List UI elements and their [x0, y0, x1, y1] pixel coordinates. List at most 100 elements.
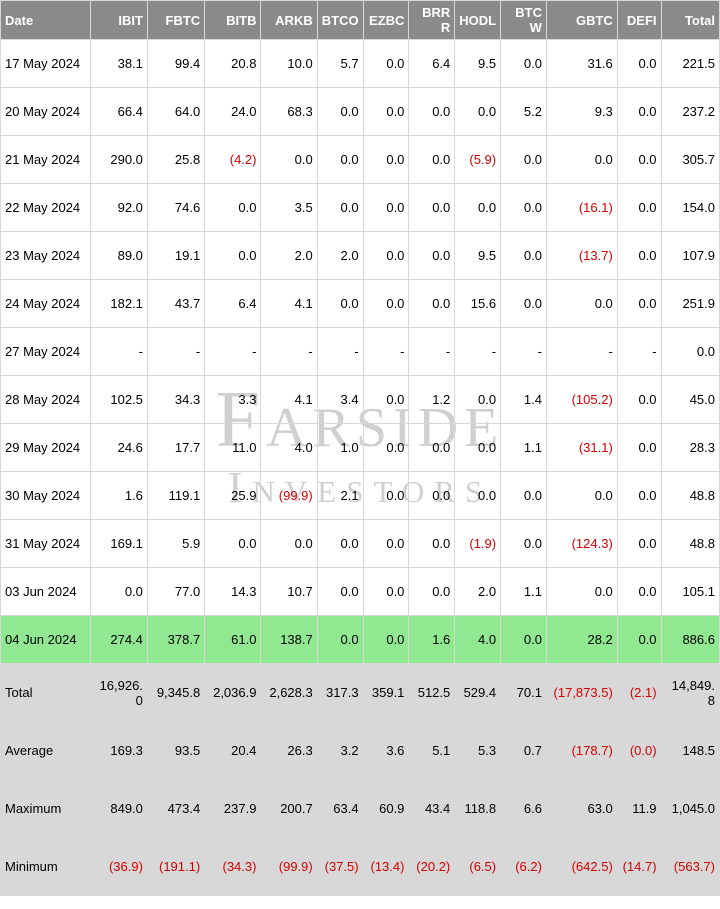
cell-fbtc: 77.0 [147, 568, 204, 616]
cell-defi: 0.0 [617, 424, 661, 472]
cell-brrr: 5.1 [409, 722, 455, 780]
cell-bitb: 11.0 [205, 424, 261, 472]
cell-ezbc: 3.6 [363, 722, 409, 780]
cell-arkb: 2,628.3 [261, 664, 317, 722]
cell-defi: (2.1) [617, 664, 661, 722]
table-row: 22 May 202492.074.60.03.50.00.00.00.00.0… [1, 184, 720, 232]
cell-brrr: 0.0 [409, 280, 455, 328]
cell-fbtc: 74.6 [147, 184, 204, 232]
cell-hodl: 9.5 [455, 40, 501, 88]
cell-total: 0.0 [661, 328, 719, 376]
cell-btco: 1.0 [317, 424, 363, 472]
cell-brrr: 0.0 [409, 568, 455, 616]
cell-fbtc: 64.0 [147, 88, 204, 136]
cell-ezbc: 359.1 [363, 664, 409, 722]
cell-btco: 2.1 [317, 472, 363, 520]
cell-defi: 11.9 [617, 780, 661, 838]
cell-fbtc: 93.5 [147, 722, 204, 780]
cell-brrr: 0.0 [409, 520, 455, 568]
cell-hodl: 0.0 [455, 88, 501, 136]
table-row: 28 May 2024102.534.33.34.13.40.01.20.01.… [1, 376, 720, 424]
cell-gbtc: 9.3 [546, 88, 617, 136]
cell-defi: (0.0) [617, 722, 661, 780]
summary-row: Average169.393.520.426.33.23.65.15.30.7(… [1, 722, 720, 780]
cell-btco: 0.0 [317, 568, 363, 616]
cell-fbtc: 9,345.8 [147, 664, 204, 722]
cell-fbtc: 378.7 [147, 616, 204, 664]
cell-gbtc: (17,873.5) [546, 664, 617, 722]
cell-date: 30 May 2024 [1, 472, 91, 520]
cell-fbtc: 5.9 [147, 520, 204, 568]
cell-btco: 3.4 [317, 376, 363, 424]
cell-brrr: - [409, 328, 455, 376]
summary-row: Minimum(36.9)(191.1)(34.3)(99.9)(37.5)(1… [1, 838, 720, 896]
cell-ezbc: 0.0 [363, 184, 409, 232]
cell-btcw: 0.0 [501, 40, 547, 88]
cell-fbtc: 25.8 [147, 136, 204, 184]
cell-arkb: 200.7 [261, 780, 317, 838]
col-header-defi: DEFI [617, 1, 661, 40]
col-header-hodl: HODL [455, 1, 501, 40]
cell-ibit: 290.0 [90, 136, 147, 184]
cell-gbtc: (31.1) [546, 424, 617, 472]
cell-hodl: (6.5) [455, 838, 501, 896]
cell-date: 29 May 2024 [1, 424, 91, 472]
cell-date: 31 May 2024 [1, 520, 91, 568]
cell-bitb: (34.3) [205, 838, 261, 896]
cell-defi: 0.0 [617, 136, 661, 184]
cell-defi: 0.0 [617, 520, 661, 568]
cell-date: Average [1, 722, 91, 780]
cell-defi: 0.0 [617, 88, 661, 136]
cell-btcw: - [501, 328, 547, 376]
cell-gbtc: 31.6 [546, 40, 617, 88]
cell-brrr: 0.0 [409, 424, 455, 472]
cell-btcw: 0.7 [501, 722, 547, 780]
cell-gbtc: (642.5) [546, 838, 617, 896]
cell-brrr: 43.4 [409, 780, 455, 838]
cell-total: 154.0 [661, 184, 719, 232]
table-row: 04 Jun 2024274.4378.761.0138.70.00.01.64… [1, 616, 720, 664]
cell-arkb: 10.7 [261, 568, 317, 616]
cell-brrr: 1.2 [409, 376, 455, 424]
cell-bitb: 61.0 [205, 616, 261, 664]
cell-date: Minimum [1, 838, 91, 896]
cell-hodl: - [455, 328, 501, 376]
cell-hodl: 4.0 [455, 616, 501, 664]
cell-hodl: 9.5 [455, 232, 501, 280]
cell-date: 04 Jun 2024 [1, 616, 91, 664]
cell-ibit: (36.9) [90, 838, 147, 896]
cell-total: 107.9 [661, 232, 719, 280]
cell-arkb: 4.1 [261, 376, 317, 424]
cell-btcw: 1.1 [501, 568, 547, 616]
cell-hodl: 15.6 [455, 280, 501, 328]
cell-ibit: 89.0 [90, 232, 147, 280]
cell-gbtc: (178.7) [546, 722, 617, 780]
cell-arkb: (99.9) [261, 838, 317, 896]
cell-gbtc: (16.1) [546, 184, 617, 232]
cell-arkb: 0.0 [261, 520, 317, 568]
cell-ezbc: 0.0 [363, 568, 409, 616]
cell-defi: (14.7) [617, 838, 661, 896]
cell-hodl: (5.9) [455, 136, 501, 184]
cell-defi: 0.0 [617, 568, 661, 616]
cell-arkb: 3.5 [261, 184, 317, 232]
cell-ezbc: 0.0 [363, 232, 409, 280]
summary-row: Total16,926.09,345.82,036.92,628.3317.33… [1, 664, 720, 722]
cell-gbtc: (13.7) [546, 232, 617, 280]
cell-arkb: 68.3 [261, 88, 317, 136]
cell-ezbc: 0.0 [363, 472, 409, 520]
cell-hodl: 0.0 [455, 472, 501, 520]
cell-btco: 3.2 [317, 722, 363, 780]
cell-ibit: 274.4 [90, 616, 147, 664]
col-header-btcw: BTCW [501, 1, 547, 40]
cell-date: 20 May 2024 [1, 88, 91, 136]
cell-arkb: 4.0 [261, 424, 317, 472]
cell-btco: 0.0 [317, 616, 363, 664]
table-row: 21 May 2024290.025.8(4.2)0.00.00.00.0(5.… [1, 136, 720, 184]
cell-arkb: 0.0 [261, 136, 317, 184]
cell-bitb: (4.2) [205, 136, 261, 184]
cell-total: (563.7) [661, 838, 719, 896]
col-header-brrr: BRRR [409, 1, 455, 40]
summary-row: Maximum849.0473.4237.9200.763.460.943.41… [1, 780, 720, 838]
cell-total: 305.7 [661, 136, 719, 184]
